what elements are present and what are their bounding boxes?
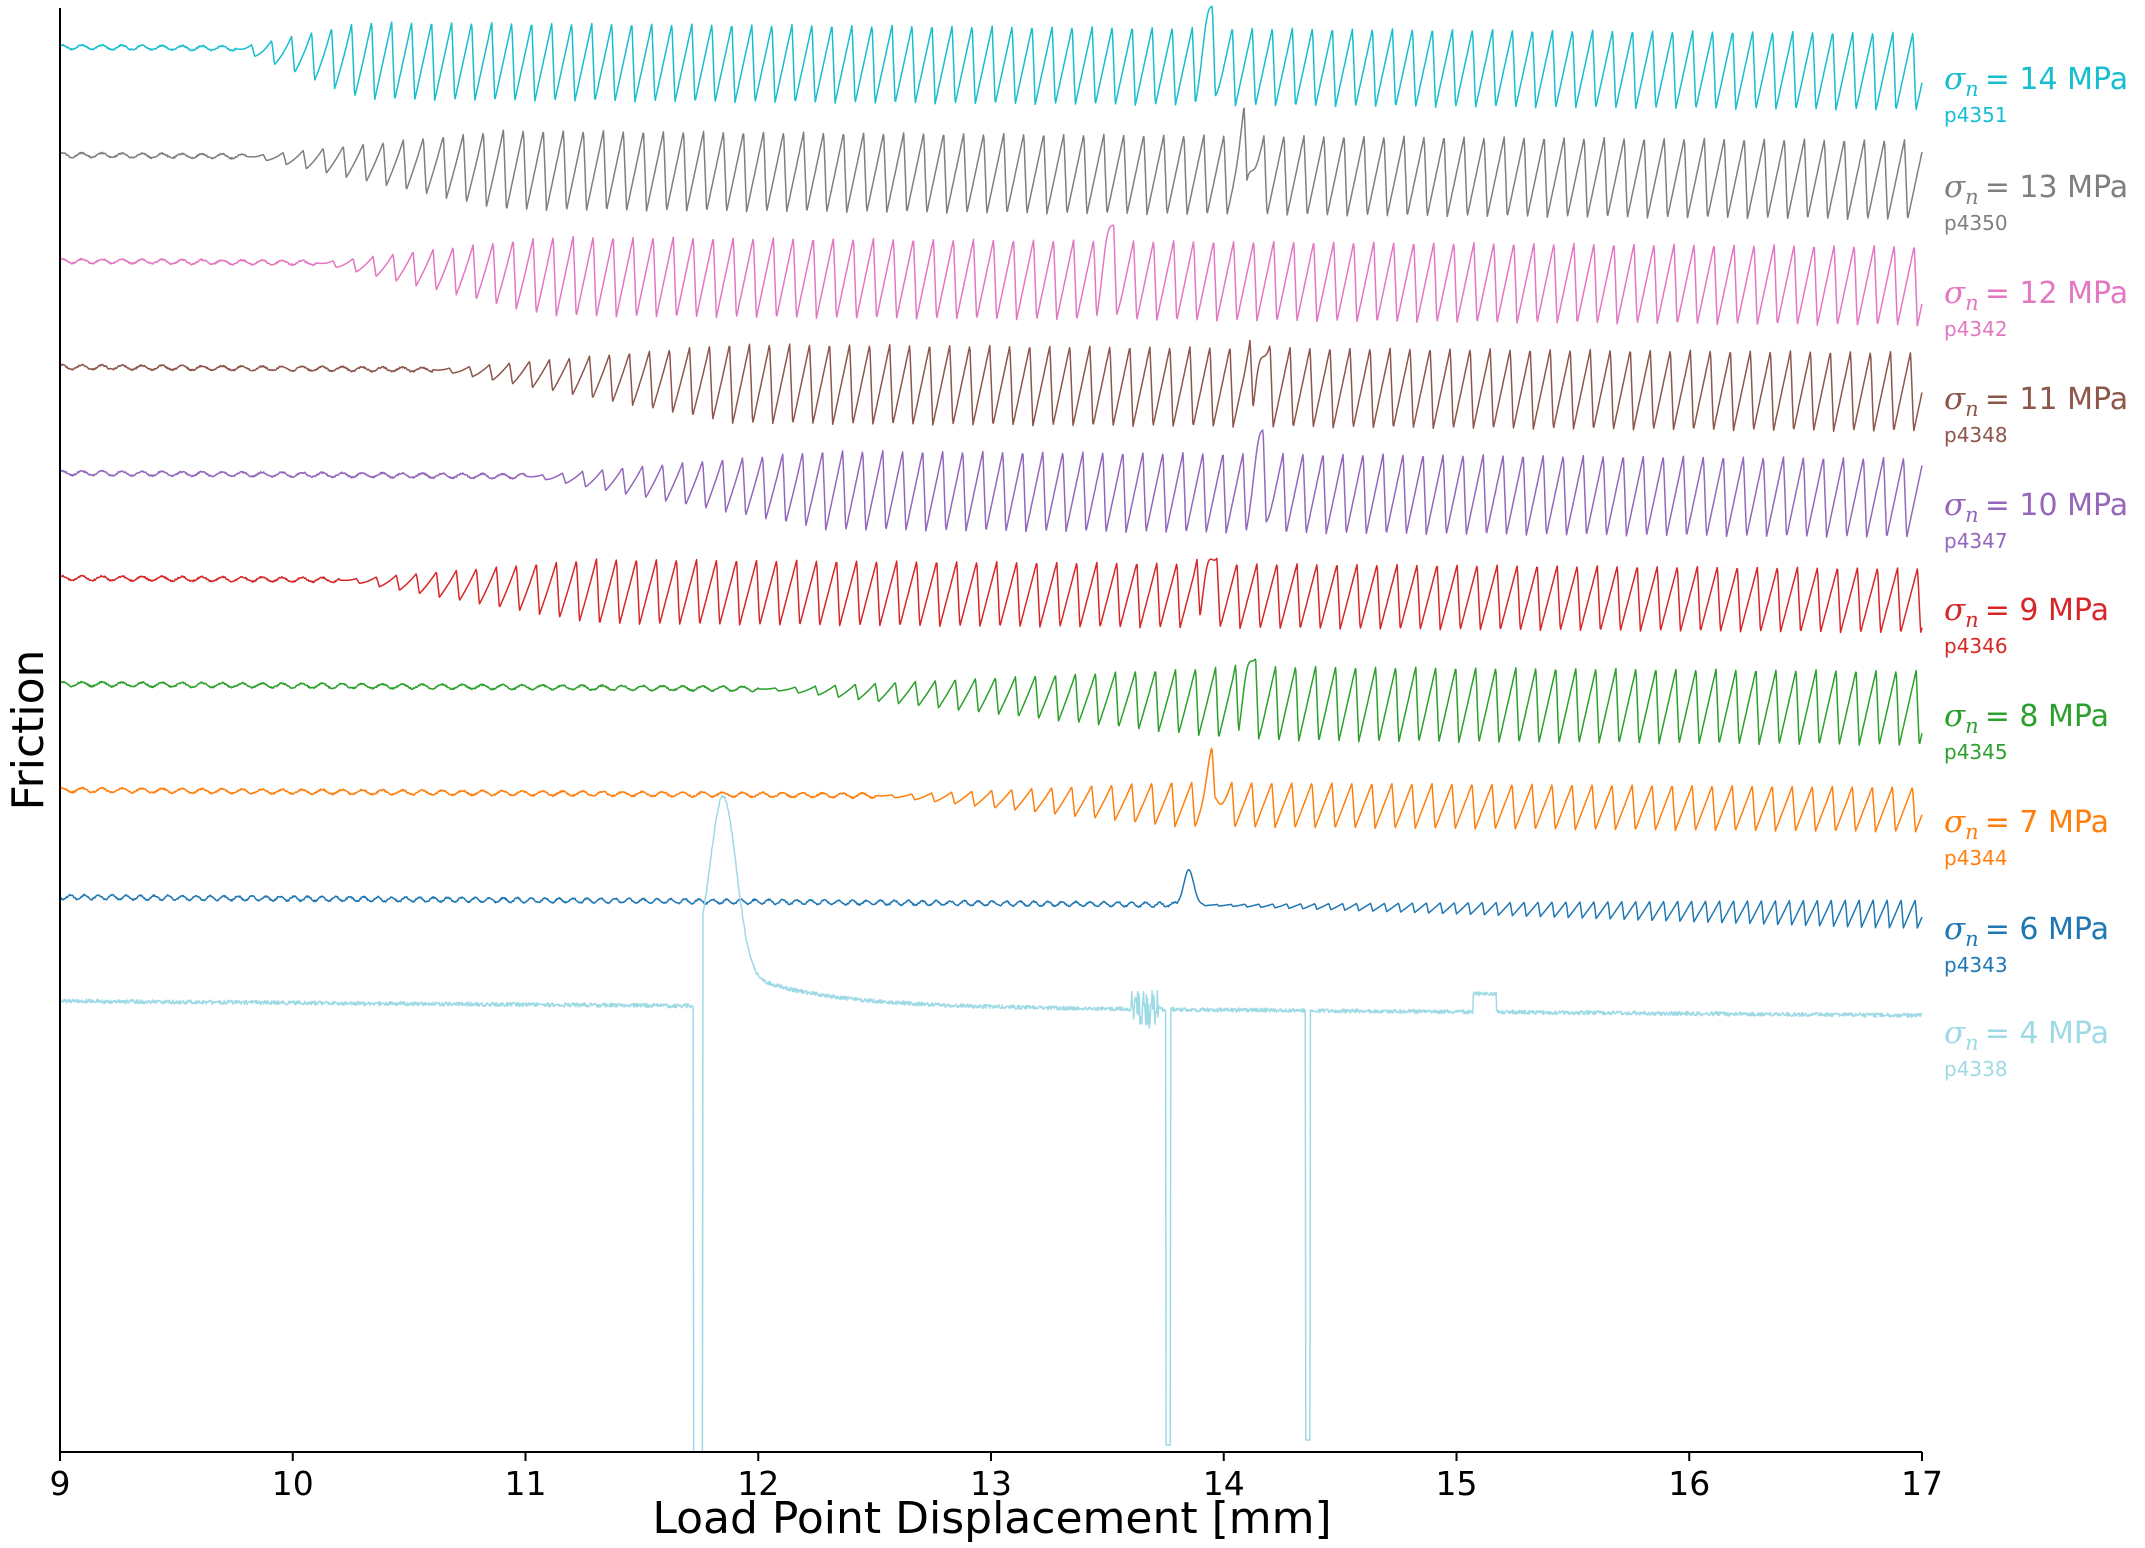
x-ticks: 9 10 11 12 13 14 15 16 17 xyxy=(50,1452,1943,1503)
series-id-p4348: p4348 xyxy=(1944,423,2008,447)
x-tick-label: 16 xyxy=(1668,1464,1710,1503)
series-line-p4344 xyxy=(59,747,1923,833)
x-tick-label: 15 xyxy=(1436,1464,1478,1503)
x-tick-label: 14 xyxy=(1203,1464,1245,1503)
series-line-p4347 xyxy=(59,429,1923,538)
series-id-p4344: p4344 xyxy=(1944,846,2008,870)
x-tick-label: 9 xyxy=(50,1464,71,1503)
series-line-p4351 xyxy=(59,5,1923,111)
series-line-p4348 xyxy=(59,339,1923,432)
series-line-p4346 xyxy=(59,557,1923,634)
x-tick-label: 11 xyxy=(505,1464,547,1503)
series-line-p4342 xyxy=(59,224,1923,327)
series-label-p4345: σn = 8 MPa xyxy=(1944,698,2109,738)
series-id-p4351: p4351 xyxy=(1944,103,2008,127)
series-label-p4343: σn = 6 MPa xyxy=(1944,911,2109,951)
x-tick-label: 13 xyxy=(970,1464,1012,1503)
series-id-p4346: p4346 xyxy=(1944,634,2008,658)
series-line-p4345 xyxy=(59,658,1923,746)
series-id-p4350: p4350 xyxy=(1944,211,2008,235)
series-id-p4347: p4347 xyxy=(1944,529,2008,553)
series-line-p4350 xyxy=(59,107,1923,221)
y-axis-label: Friction xyxy=(3,650,54,811)
series-line-p4343 xyxy=(59,868,1923,929)
series-id-p4338: p4338 xyxy=(1944,1057,2008,1081)
x-axis-label: Load Point Displacement [mm] xyxy=(652,1493,1331,1544)
series-id-p4345: p4345 xyxy=(1944,740,2008,764)
x-tick-label: 17 xyxy=(1901,1464,1943,1503)
series-label-p4342: σn = 12 MPa xyxy=(1944,275,2128,315)
series-label-p4351: σn = 14 MPa xyxy=(1944,61,2128,101)
series-label-p4344: σn = 7 MPa xyxy=(1944,804,2109,844)
series-label-p4338: σn = 4 MPa xyxy=(1944,1015,2109,1055)
x-tick-label: 10 xyxy=(272,1464,314,1503)
x-tick-label: 12 xyxy=(737,1464,779,1503)
series-id-p4342: p4342 xyxy=(1944,317,2008,341)
series-label-p4350: σn = 13 MPa xyxy=(1944,169,2128,209)
series-id-p4343: p4343 xyxy=(1944,953,2008,977)
plot-traces xyxy=(59,5,1923,1453)
series-line-p4338 xyxy=(59,794,1923,1453)
series-label-p4348: σn = 11 MPa xyxy=(1944,381,2128,421)
series-label-p4347: σn = 10 MPa xyxy=(1944,487,2128,527)
series-label-p4346: σn = 9 MPa xyxy=(1944,592,2109,632)
